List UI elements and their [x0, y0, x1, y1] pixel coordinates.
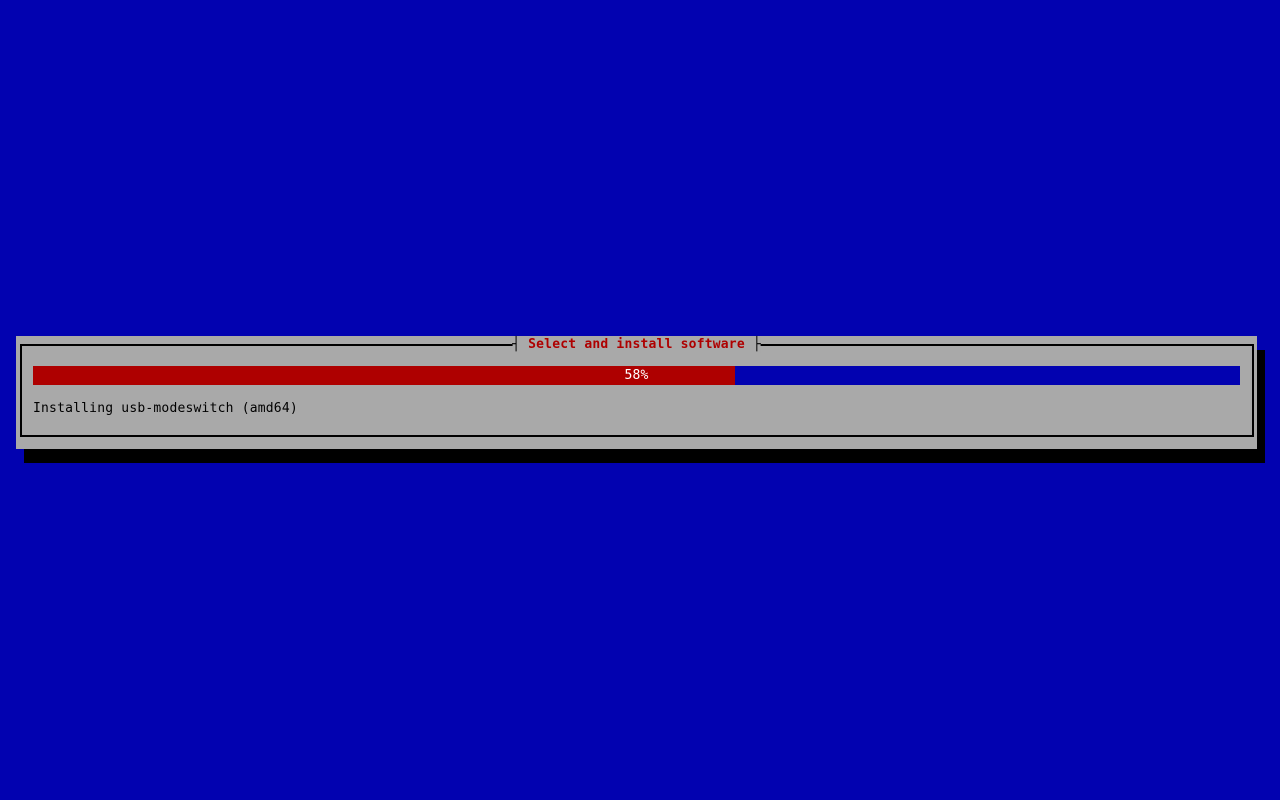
install-progressbar: 58% — [33, 366, 1240, 385]
install-progress-dialog: ┤ Select and install software ├ 58% Inst… — [16, 336, 1257, 449]
dialog-title-text: Select and install software — [528, 337, 745, 352]
install-status-text: Installing usb-modeswitch (amd64) — [33, 401, 298, 416]
progressbar-fill — [33, 366, 736, 385]
dialog-border — [20, 344, 1254, 437]
title-left-tick-icon: ┤ — [512, 337, 521, 352]
dialog-title: ┤ Select and install software ├ — [512, 337, 761, 353]
title-right-tick-icon: ├ — [752, 337, 761, 352]
progressbar-percent-label: 58% — [624, 368, 649, 383]
